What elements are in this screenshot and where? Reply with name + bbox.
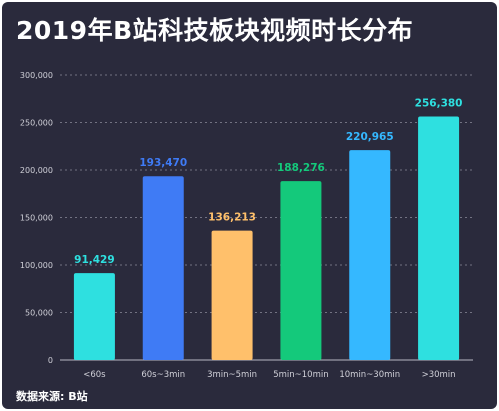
bar-value-label: 91,429: [74, 254, 115, 266]
bar-value-label: 136,213: [208, 212, 256, 224]
x-tick-label: 10min~30min: [339, 370, 400, 380]
chart-title: 2019年B站科技板块视频时长分布: [16, 16, 414, 45]
bar-value-label: 188,276: [277, 162, 325, 174]
y-tick-label: 0: [48, 356, 53, 365]
y-tick-label: 50,000: [25, 309, 53, 318]
y-tick-label: 150,000: [20, 214, 53, 223]
x-tick-label: <60s: [83, 370, 106, 380]
bar: [280, 181, 322, 360]
bar: [211, 230, 253, 360]
bar: [73, 273, 115, 360]
bar: [142, 176, 184, 360]
x-tick-label: 5min~10min: [273, 370, 328, 380]
y-tick-label: 200,000: [20, 166, 53, 175]
bar: [418, 116, 460, 361]
data-source-note: 数据来源: B站: [16, 390, 88, 403]
y-tick-label: 250,000: [20, 119, 53, 128]
bar-value-label: 193,470: [139, 157, 187, 169]
y-tick-label: 100,000: [20, 261, 53, 270]
y-tick-label: 300,000: [20, 71, 53, 80]
x-tick-label: 60s~3min: [141, 370, 185, 380]
bar: [349, 150, 391, 360]
x-tick-label: >30min: [422, 370, 456, 380]
bar-value-label: 256,380: [415, 97, 463, 109]
bar-value-label: 220,965: [346, 131, 394, 143]
x-tick-label: 3min~5min: [207, 370, 257, 380]
